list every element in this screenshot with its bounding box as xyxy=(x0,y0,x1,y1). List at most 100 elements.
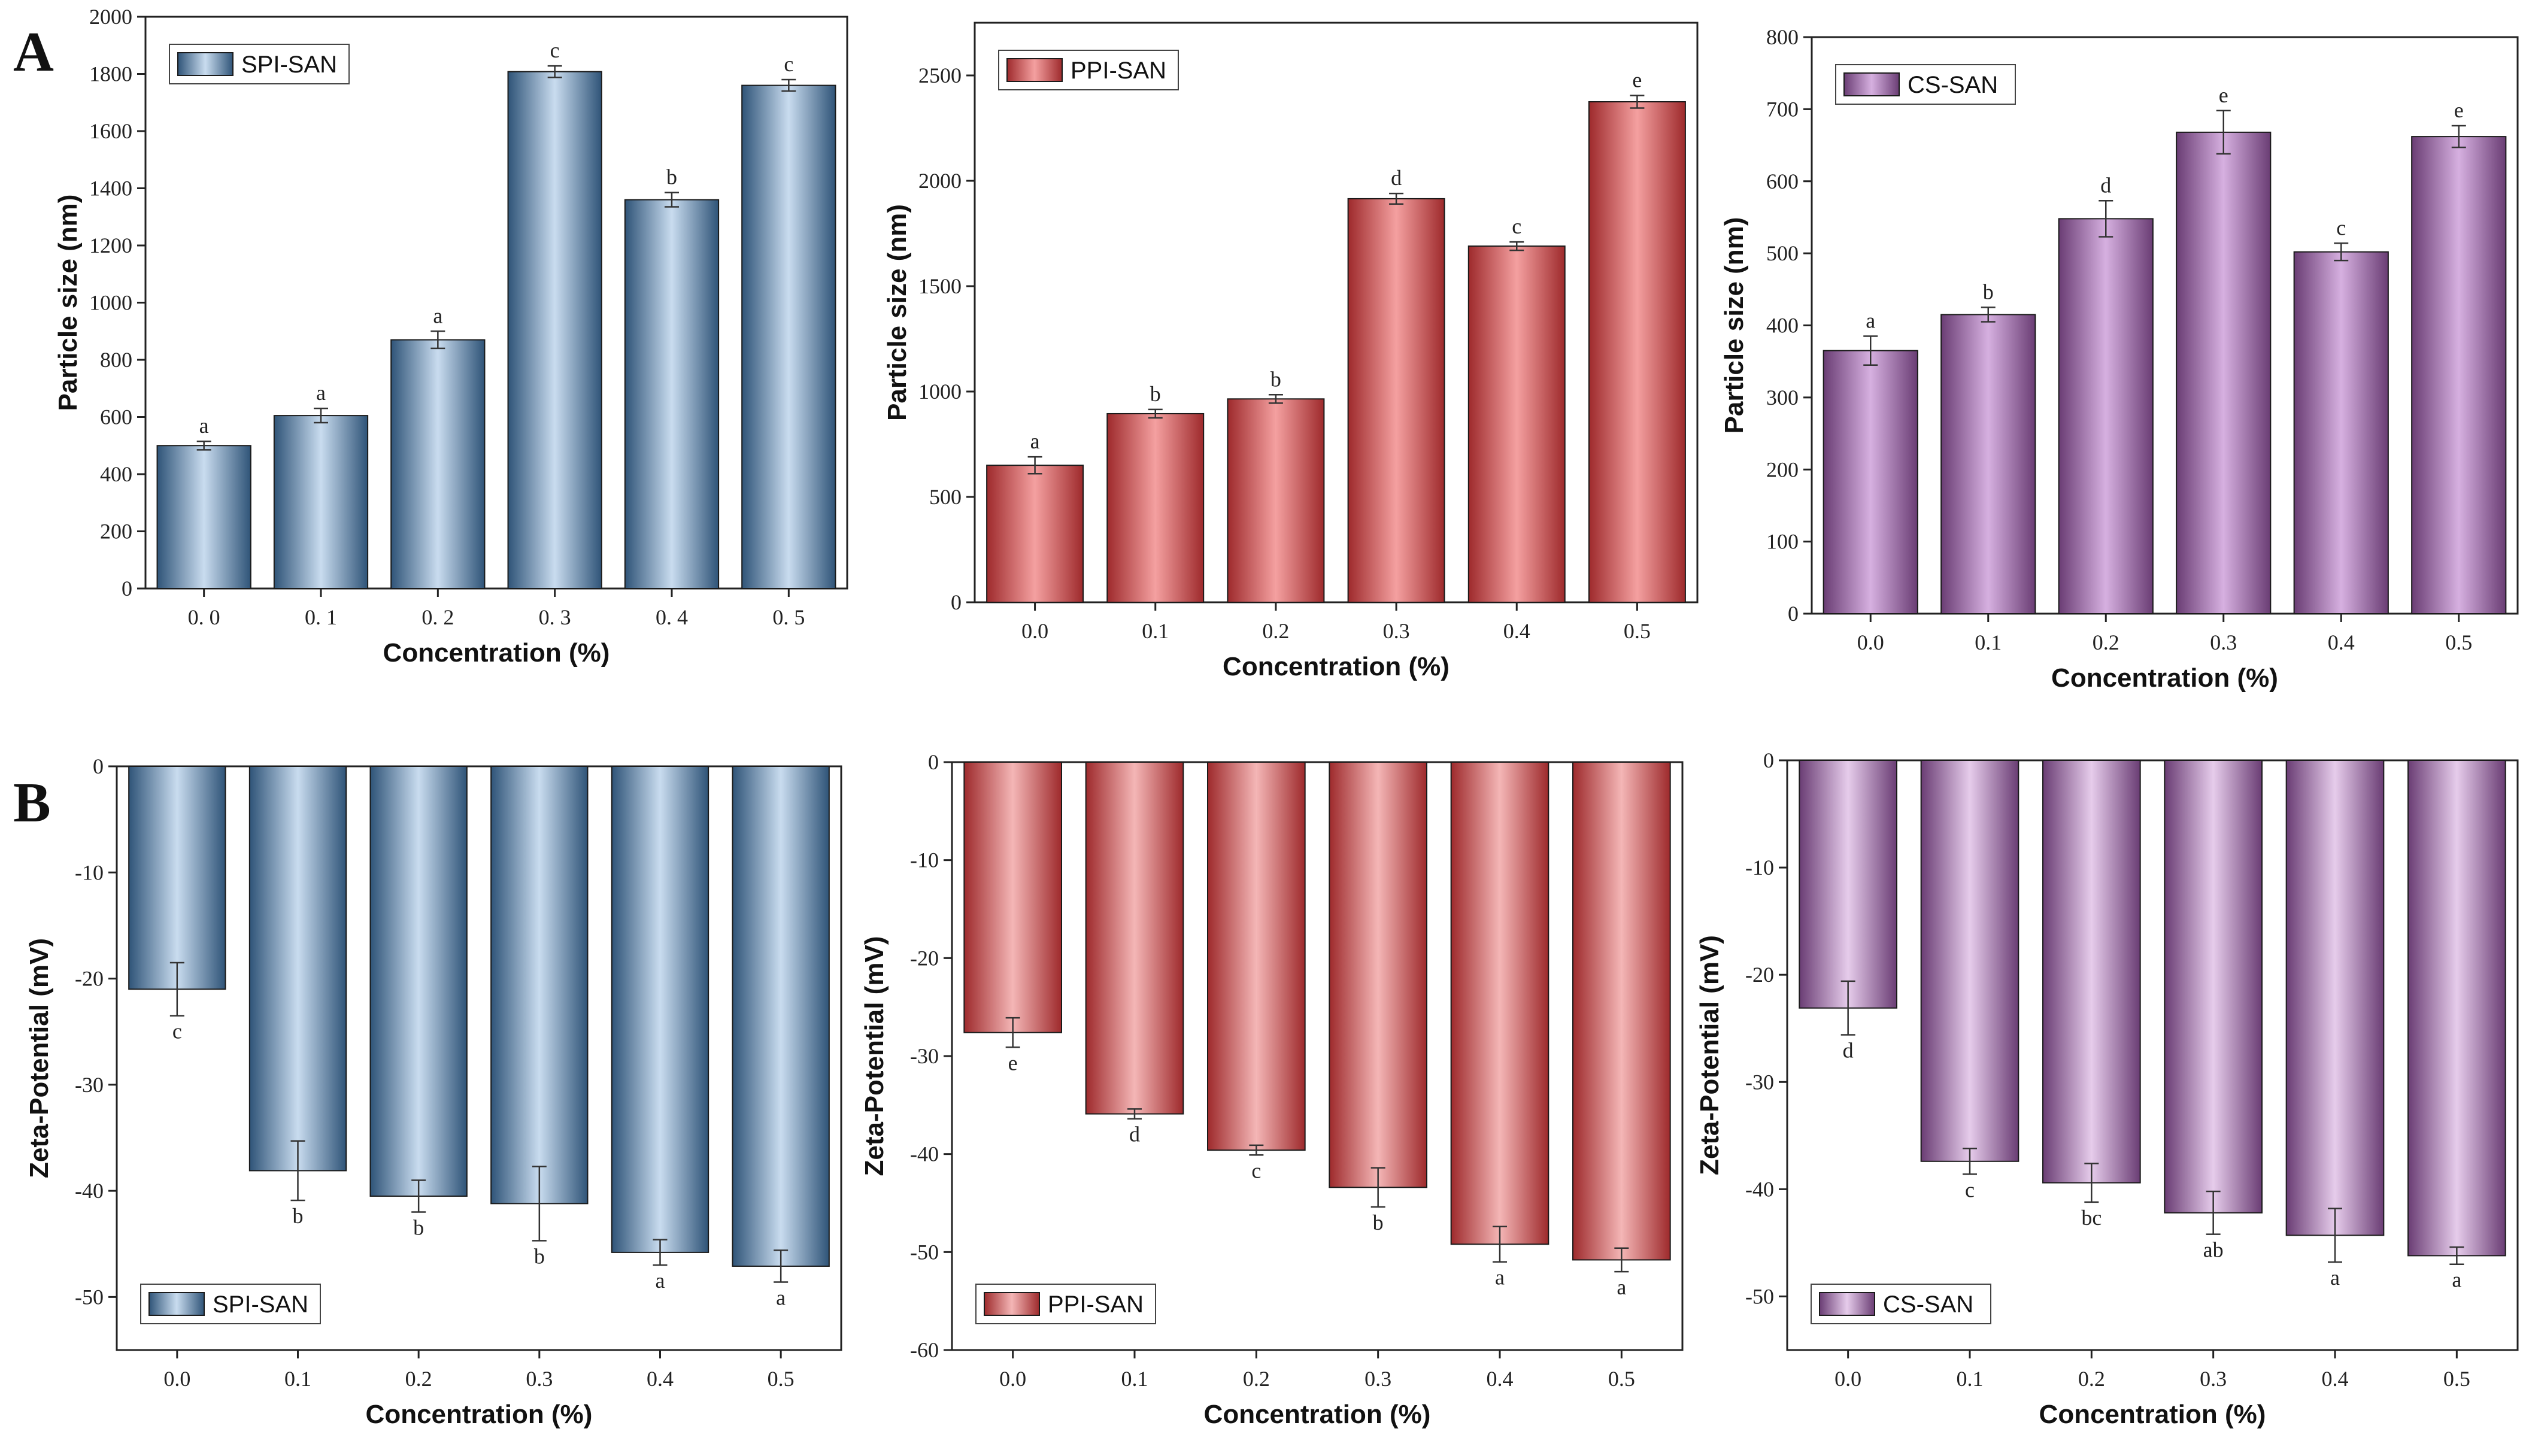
x-tick-label: 0.2 xyxy=(1243,1367,1270,1391)
significance-label: b xyxy=(666,165,677,189)
y-tick-label: 800 xyxy=(100,348,132,372)
bar xyxy=(2176,131,2272,614)
significance-label: a xyxy=(2330,1266,2340,1290)
x-tick-label: 0.5 xyxy=(1608,1367,1635,1391)
x-tick-label: 0.4 xyxy=(2322,1367,2349,1391)
chart-3: 0 -10 -20 -30 -40 -50 c 0.0 b 0.1 b 0.2 b 0.3 a 0.4 a 0.5… xyxy=(25,754,842,1429)
significance-label: a xyxy=(316,381,326,405)
y-tick-label: 400 xyxy=(1766,314,1799,338)
bar xyxy=(2042,760,2141,1184)
y-tick-label: -20 xyxy=(910,946,939,970)
y-tick-label: 200 xyxy=(100,520,132,544)
y-tick-label: -50 xyxy=(75,1285,104,1309)
x-tick-label: 0.5 xyxy=(768,1367,795,1391)
bar xyxy=(156,445,251,589)
x-tick-label: 0.3 xyxy=(1383,619,1410,643)
significance-label: a xyxy=(433,304,442,327)
legend-swatch xyxy=(1006,58,1063,82)
chart-2: 0 100 200 300 400 500 600 700 800 a 0.0 b 0.1 d 0.2 e 0.… xyxy=(1720,25,2519,693)
significance-label: a xyxy=(1030,429,1040,453)
x-tick-label: 0.1 xyxy=(1975,630,2002,654)
significance-label: e xyxy=(1632,68,1642,92)
x-tick-label: 0.3 xyxy=(1364,1367,1391,1391)
panel-label-a: A xyxy=(13,21,54,83)
significance-label: a xyxy=(1495,1266,1505,1290)
y-axis-title: Zeta-Potential (mV) xyxy=(25,938,54,1178)
y-tick-label: 2000 xyxy=(89,5,132,29)
legend-swatch xyxy=(984,1292,1040,1316)
significance-label: b xyxy=(534,1244,545,1268)
x-tick-label: 0.0 xyxy=(1834,1367,1861,1391)
y-tick-label: -40 xyxy=(75,1179,104,1203)
y-tick-label: 800 xyxy=(1766,25,1799,49)
x-tick-label: 0.0 xyxy=(1021,619,1048,643)
y-tick-label: -60 xyxy=(910,1338,939,1362)
significance-label: a xyxy=(1866,309,1875,333)
y-tick-label: -10 xyxy=(75,860,104,884)
y-tick-label: 700 xyxy=(1766,97,1799,121)
significance-label: b xyxy=(293,1204,304,1228)
chart-0: 0 200 400 600 800 1000 1200 1400 1600 1800 2000 a 0.… xyxy=(53,5,848,668)
significance-label: b xyxy=(1270,367,1281,391)
y-tick-label: 0 xyxy=(1788,602,1799,626)
bar xyxy=(1940,314,2036,614)
y-axis-title: Zeta-Potential (mV) xyxy=(1695,935,1724,1175)
bar xyxy=(2293,251,2389,614)
y-tick-label: 500 xyxy=(1766,241,1799,265)
legend-swatch xyxy=(177,52,234,76)
bar xyxy=(273,415,369,589)
bar xyxy=(1920,760,2019,1162)
legend-swatch xyxy=(1843,72,1900,96)
y-tick-label: -50 xyxy=(910,1240,939,1264)
bar xyxy=(1799,760,1897,1009)
bar xyxy=(611,766,709,1253)
bar xyxy=(732,766,830,1267)
y-tick-label: -50 xyxy=(1745,1284,1774,1308)
significance-label: d xyxy=(1843,1038,1854,1062)
significance-label: c xyxy=(1965,1178,1975,1202)
bar xyxy=(1572,762,1671,1261)
bar xyxy=(1106,412,1205,603)
significance-label: a xyxy=(776,1286,786,1310)
y-tick-label: -20 xyxy=(75,967,104,991)
significance-label: a xyxy=(2452,1268,2461,1292)
significance-label: ab xyxy=(2203,1238,2224,1262)
y-tick-label: -10 xyxy=(910,848,939,872)
y-tick-label: 0 xyxy=(1763,748,1774,772)
x-tick-label: 0. 2 xyxy=(422,605,454,629)
y-tick-label: -20 xyxy=(1745,963,1774,987)
x-tick-label: 0.0 xyxy=(163,1367,190,1391)
bar xyxy=(128,766,226,990)
legend-swatch xyxy=(148,1292,205,1316)
significance-label: e xyxy=(1008,1051,1018,1075)
bar xyxy=(2285,760,2385,1236)
legend-swatch xyxy=(1819,1292,1875,1316)
y-tick-label: 400 xyxy=(100,462,132,486)
legend-label: SPI-SAN xyxy=(241,51,337,78)
y-tick-label: -40 xyxy=(1745,1177,1774,1201)
axes-frame xyxy=(1786,759,2519,1351)
y-tick-label: 1500 xyxy=(918,274,962,298)
y-tick-label: 600 xyxy=(1766,169,1799,193)
panel-label-b: B xyxy=(13,772,51,834)
y-tick-label: 600 xyxy=(100,405,132,429)
x-tick-label: 0.0 xyxy=(1857,630,1884,654)
x-tick-label: 0.4 xyxy=(1503,619,1530,643)
legend-label: PPI-SAN xyxy=(1071,57,1166,84)
significance-label: a xyxy=(199,414,209,438)
bar xyxy=(2164,760,2263,1214)
significance-label: e xyxy=(2454,98,2464,122)
y-tick-label: 500 xyxy=(929,485,962,509)
bar xyxy=(490,766,589,1205)
x-tick-label: 0.3 xyxy=(2200,1367,2227,1391)
legend-label: SPI-SAN xyxy=(213,1291,308,1318)
significance-label: c xyxy=(172,1020,182,1044)
x-tick-label: 0.2 xyxy=(2093,630,2119,654)
x-tick-label: 0.3 xyxy=(2210,630,2237,654)
x-tick-label: 0. 4 xyxy=(656,605,688,629)
y-tick-label: 1200 xyxy=(89,233,132,257)
y-tick-label: -10 xyxy=(1745,856,1774,879)
bar xyxy=(507,71,602,590)
bar xyxy=(1329,762,1427,1188)
